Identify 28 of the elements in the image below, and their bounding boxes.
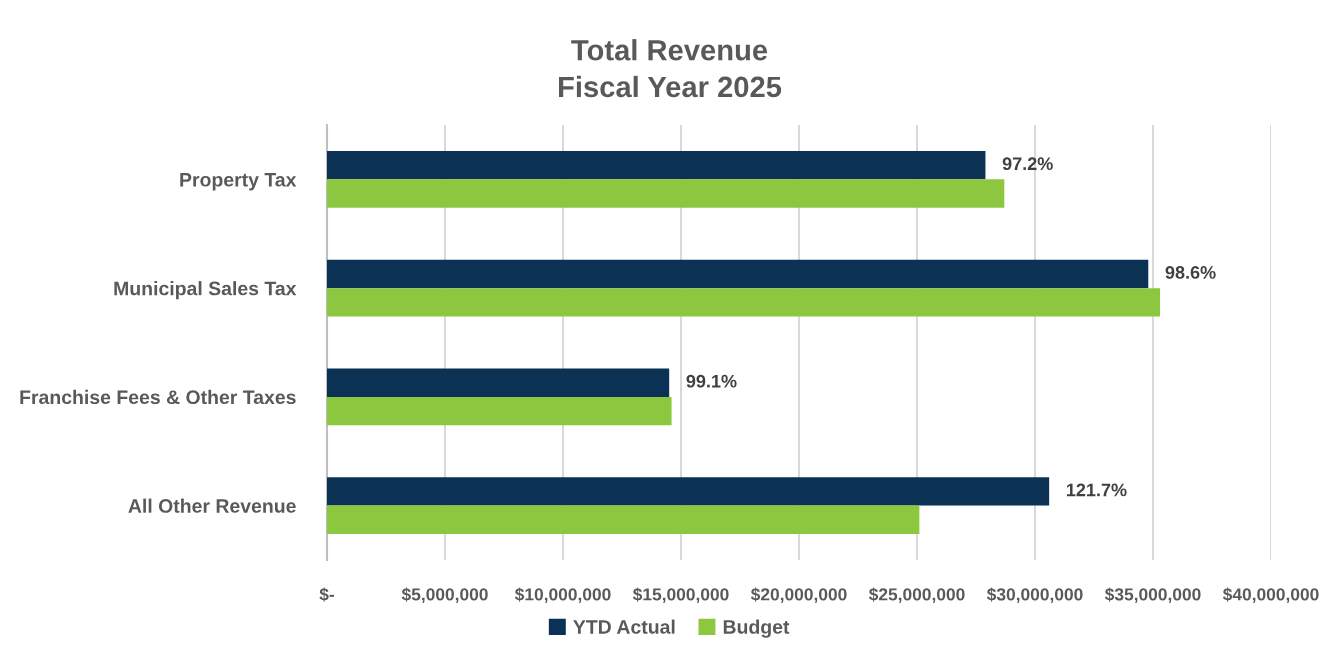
annotation: 98.6% <box>1165 266 1216 279</box>
annotation: 99.1% <box>686 374 737 388</box>
bar <box>327 151 986 180</box>
bar <box>327 396 672 426</box>
x-tick-label: $10,000,000 <box>514 587 611 604</box>
bar <box>327 477 1050 506</box>
x-tick-label: $35,000,000 <box>1104 587 1201 604</box>
bar <box>327 259 1149 289</box>
x-tick-label: $15,000,000 <box>632 587 729 604</box>
y-tick-label: Municipal Sales Tax <box>114 281 297 300</box>
legend-label: Budget <box>723 619 790 638</box>
annotation: 97.2% <box>1002 157 1053 171</box>
y-tick-label: All Other Revenue <box>128 498 296 513</box>
x-tick-label: $40,000,000 <box>1222 587 1319 604</box>
x-tick-label: $5,000,000 <box>401 587 488 604</box>
x-tick-label: $- <box>319 587 335 602</box>
y-tick-label: Franchise Fees & Other Taxes <box>20 389 296 405</box>
bar <box>327 368 670 397</box>
x-tick-label: $30,000,000 <box>986 587 1083 604</box>
x-tick-label: $20,000,000 <box>750 587 847 604</box>
bar <box>327 288 1161 317</box>
x-tick-label: $25,000,000 <box>868 587 965 604</box>
bar <box>327 179 1005 208</box>
annotation: 121.7% <box>1066 483 1127 497</box>
bar <box>327 505 920 534</box>
legend-label: YTD Actual <box>573 619 675 634</box>
chart-title: Total Revenue Fiscal Year 2025 <box>559 39 782 98</box>
y-tick-label: Property Tax <box>180 173 297 191</box>
